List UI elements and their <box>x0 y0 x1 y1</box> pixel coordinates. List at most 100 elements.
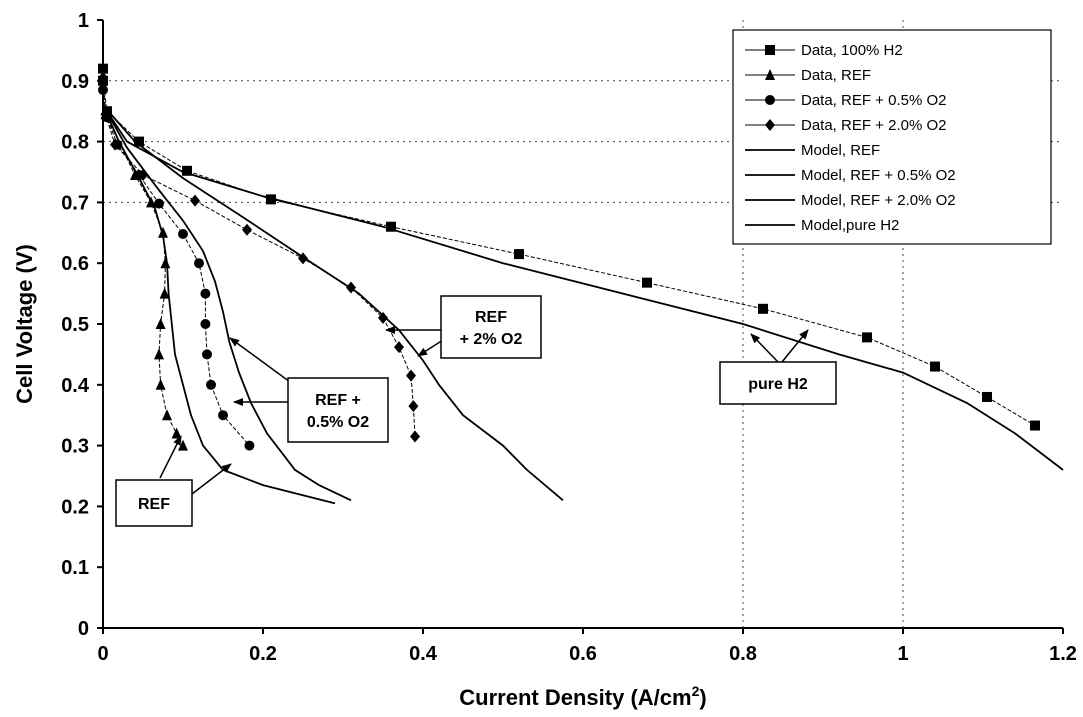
y-tick-label: 0.3 <box>61 436 89 458</box>
data-point-diamond <box>410 430 420 443</box>
annotation-3: pure H2 <box>719 329 837 405</box>
legend-entry: Model, REF + 0.5% O2 <box>745 167 956 184</box>
legend-box <box>732 29 1052 245</box>
series-7 <box>102 104 1064 471</box>
data-point-triangle <box>158 226 168 238</box>
y-tick-label: 0.5 <box>61 314 89 336</box>
data-point-square <box>182 165 192 176</box>
y-tick-label: 1 <box>78 10 89 32</box>
data-point-triangle <box>178 439 188 451</box>
annotation-2: REF + 2% O2 <box>385 295 542 359</box>
y-tick-label: 0.1 <box>61 557 89 579</box>
series-line <box>102 104 352 502</box>
data-point-square <box>982 391 992 402</box>
data-point-triangle <box>154 348 164 360</box>
legend-swatch-circle <box>765 95 775 105</box>
y-tick-label: 0.9 <box>61 71 89 93</box>
x-axis-title-main: Current Density (A/cm <box>459 685 691 710</box>
data-point-diamond <box>408 400 419 413</box>
y-tick-label: 0.4 <box>61 375 90 397</box>
annotation-arrow <box>417 339 444 357</box>
annotations: REF REF + 0.5% O2 REF + 2% O2 pure H2 <box>115 295 837 527</box>
x-tick-label: 0.8 <box>729 643 757 665</box>
annotation-label: REF <box>138 496 170 513</box>
data-point-circle <box>244 440 255 451</box>
data-point-square <box>642 277 652 288</box>
data-point-circle <box>202 349 212 360</box>
data-point-diamond <box>98 71 108 84</box>
legend-entry: Model,pure H2 <box>745 217 899 234</box>
legend-label: Data, 100% H2 <box>801 42 903 59</box>
data-point-square <box>98 63 108 74</box>
x-tick-label: 1.2 <box>1049 643 1077 665</box>
series-lines <box>98 63 1064 505</box>
data-point-diamond <box>378 311 388 324</box>
x-tick-label: 0.2 <box>249 643 277 665</box>
series-2 <box>98 84 255 451</box>
y-axis-title: Cell Voltage (V) <box>12 244 37 404</box>
legend-label: Data, REF <box>801 67 871 84</box>
data-point-circle <box>178 229 188 240</box>
data-point-diamond <box>110 138 120 151</box>
y-tick-label: 0.8 <box>61 132 89 154</box>
data-point-triangle <box>159 287 170 299</box>
annotation-arrow <box>781 329 809 363</box>
series-line <box>102 104 1064 471</box>
tick-marks-and-labels: 0 0.1 0.2 0.3 0.4 0.5 0.6 0.7 0.8 0.9 1 0 0.2 0.4 0.6 0… <box>61 10 1077 665</box>
x-axis-title-superscript: 2 <box>692 683 700 699</box>
data-point-square <box>134 136 144 147</box>
annotation-arrow <box>750 333 779 363</box>
annotation-box <box>115 479 193 527</box>
series-4 <box>102 104 336 505</box>
annotation-arrow <box>159 435 182 479</box>
x-tick-label: 0 <box>97 643 108 665</box>
data-point-circle <box>200 288 211 299</box>
legend-swatch-square <box>765 45 775 55</box>
x-tick-label: 1 <box>897 643 908 665</box>
data-point-diamond <box>406 369 416 382</box>
series-5 <box>102 104 352 502</box>
legend-swatch-triangle <box>765 69 775 80</box>
data-point-square <box>514 249 524 260</box>
data-point-circle <box>98 84 108 95</box>
data-point-circle <box>200 319 211 329</box>
legend-entry: Data, REF + 2.0% O2 <box>745 117 946 134</box>
annotation-0: REF <box>115 435 232 527</box>
annotation-label: REF <box>475 309 507 326</box>
data-point-triangle <box>155 378 166 390</box>
x-tick-label: 0.4 <box>409 643 438 665</box>
legend-entry: Model, REF <box>745 142 880 159</box>
data-point-triangle <box>160 257 171 269</box>
legend-label: Data, REF + 2.0% O2 <box>801 117 946 134</box>
annotation-box <box>440 295 542 359</box>
data-point-square <box>266 194 276 205</box>
legend-entry: Data, 100% H2 <box>745 42 903 59</box>
data-point-square <box>862 332 872 343</box>
data-point-circle <box>218 410 228 421</box>
x-axis-title: Current Density (A/cm2) <box>459 683 706 710</box>
legend-label: Model, REF + 0.5% O2 <box>801 167 956 184</box>
legend-label: Model, REF + 2.0% O2 <box>801 192 956 209</box>
data-point-square <box>386 221 396 232</box>
y-tick-label: 0 <box>78 618 89 640</box>
annotation-arrow <box>229 337 291 383</box>
legend-label: Data, REF + 0.5% O2 <box>801 92 946 109</box>
x-axis-title-end: ) <box>699 685 706 710</box>
data-point-square <box>758 303 768 314</box>
annotation-label: REF + <box>315 392 361 409</box>
annotation-box <box>719 361 837 405</box>
data-point-circle <box>154 198 164 209</box>
data-point-triangle <box>162 409 172 421</box>
data-point-diamond <box>242 223 252 236</box>
legend-label: Model, REF <box>801 142 880 159</box>
annotation-box <box>287 377 389 443</box>
y-tick-label: 0.6 <box>61 253 89 275</box>
annotation-label: 0.5% O2 <box>307 414 369 431</box>
annotation-label: + 2% O2 <box>460 331 523 348</box>
annotation-label: pure H2 <box>748 376 808 393</box>
data-point-triangle <box>155 318 166 329</box>
data-point-diamond <box>190 194 200 207</box>
data-point-circle <box>206 379 216 390</box>
data-point-square <box>1030 420 1040 431</box>
